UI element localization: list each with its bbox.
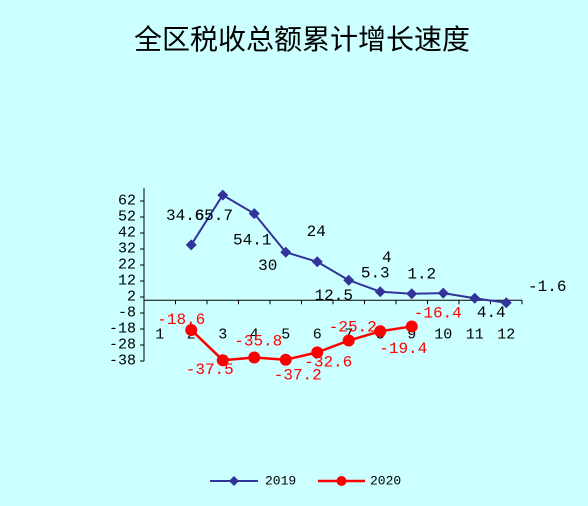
series-2019 [185, 189, 512, 309]
data-label-2020-4: -35.8 [234, 332, 282, 350]
y-tick-label: 2 [127, 289, 136, 306]
series-2020-point-8 [374, 325, 387, 338]
series-2019-point-10 [437, 287, 449, 299]
series-2019-data-labels: 34.665.754.1 30 24 12.5 5.34 4.4 1.2 -1.6 [166, 207, 566, 322]
series-2020-point-3 [216, 354, 229, 367]
data-label-2019-4: 54.1 [233, 232, 271, 250]
legend-marker-2020 [336, 476, 347, 486]
data-label-2019-5: 30 [258, 257, 277, 275]
y-tick-label: -28 [109, 337, 136, 354]
y-tick-label: -8 [118, 305, 136, 322]
series-2020-point-7 [342, 334, 355, 347]
series-2020-point-4 [248, 351, 261, 364]
data-label-2019-12: -1.6 [528, 278, 566, 296]
data-label-2019-3: 65.7 [195, 207, 233, 225]
data-label-2019-8: 5.3 [361, 265, 390, 283]
series-2019-point-2 [185, 239, 197, 251]
data-label-2020-5: -37.2 [274, 367, 322, 385]
data-label-2020-3: -37.5 [186, 361, 234, 379]
series-2020-point-9 [405, 320, 418, 333]
data-label-2019-9: 4 [382, 249, 392, 267]
category-label: 1 [155, 327, 164, 344]
y-tick-label: -38 [109, 353, 136, 370]
series-2019-point-12 [500, 297, 512, 309]
series-2020-point-2 [185, 323, 198, 336]
category-label: 9 [407, 327, 416, 344]
series-2019-point-9 [406, 288, 418, 300]
legend: 2019 2020 [210, 474, 401, 489]
legend-marker-2019 [229, 476, 239, 486]
data-label-2019-2: 34.6 [166, 207, 204, 225]
data-label-2020-6: -32.6 [304, 353, 352, 371]
legend-label-2020: 2020 [370, 474, 401, 489]
category-label: 11 [466, 327, 484, 344]
series-2020-data-labels: -18.6 -37.5-35.8 -37.2-32.6 -25.2-19.4 -16.4 [157, 304, 462, 384]
y-tick-label: 32 [118, 241, 136, 258]
data-label-2019-6: 24 [307, 223, 326, 241]
series-2019-point-7 [343, 274, 355, 286]
series-2019-point-3 [217, 189, 229, 201]
y-tick-label: 62 [118, 193, 136, 210]
series-2020 [185, 320, 418, 367]
data-label-2019-11: 1.2 [407, 265, 436, 283]
series-2019-point-4 [248, 208, 260, 220]
data-label-2019-7: 12.5 [315, 287, 353, 305]
series-2020-point-6 [311, 346, 324, 359]
y-tick-label: 52 [118, 209, 136, 226]
category-label: 12 [497, 327, 515, 344]
legend-label-2019: 2019 [265, 474, 296, 489]
series-2020-point-5 [279, 353, 292, 366]
legend-item-2019: 2019 [210, 474, 296, 489]
data-label-2019-10: 4.4 [477, 304, 506, 322]
series-2019-point-5 [280, 246, 292, 258]
series-2019-point-11 [469, 292, 481, 304]
y-tick-label: 42 [118, 225, 136, 242]
data-label-2020-8: -19.4 [379, 340, 427, 358]
data-label-2020-2: -18.6 [157, 311, 205, 329]
data-label-2020-7: -25.2 [329, 319, 377, 337]
category-label: 6 [313, 327, 322, 344]
data-label-2020-9: -16.4 [414, 304, 462, 322]
series-2019-point-8 [374, 286, 386, 298]
y-tick-label: 22 [118, 257, 136, 274]
category-label: 10 [434, 327, 452, 344]
y-tick-label: 12 [118, 273, 136, 290]
category-label: 5 [281, 327, 290, 344]
legend-item-2020: 2020 [318, 474, 401, 489]
chart-title: 全区税收总额累计增长速度 [133, 23, 470, 56]
category-label: 3 [218, 327, 227, 344]
series-2019-point-6 [311, 256, 323, 268]
y-tick-label: -18 [109, 321, 136, 338]
category-label: 4 [250, 327, 259, 344]
